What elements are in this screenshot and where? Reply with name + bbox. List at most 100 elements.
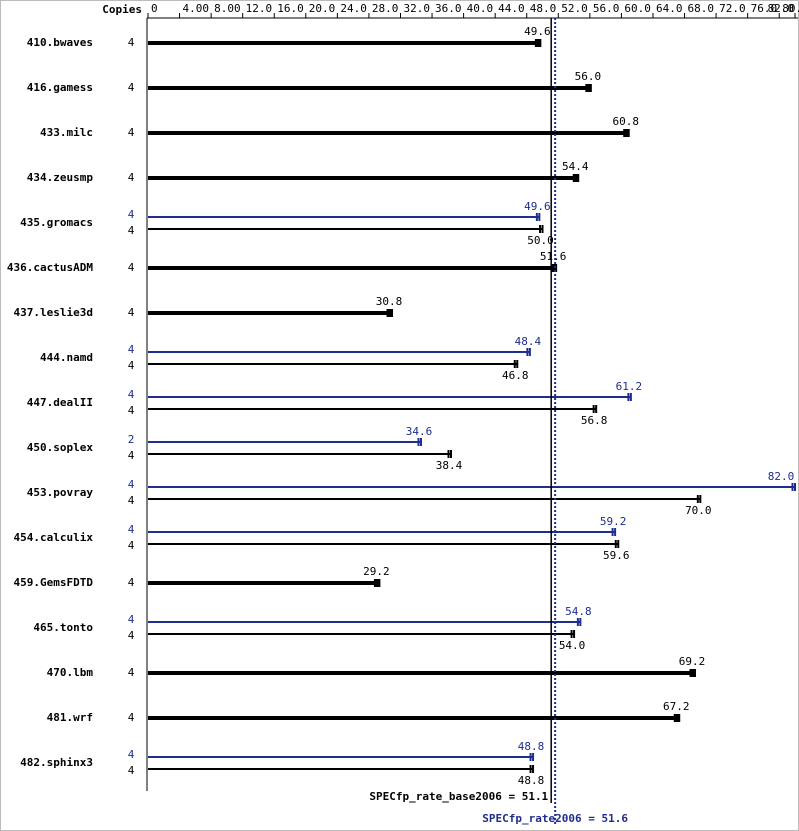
- value-label: 56.0: [575, 70, 602, 83]
- x-tick-label: 36.0: [435, 2, 462, 15]
- bar: [148, 630, 576, 638]
- bar: [148, 213, 541, 221]
- benchmark-name: 459.GemsFDTD: [14, 576, 94, 589]
- copies: 2: [128, 433, 135, 446]
- bar: [148, 540, 620, 548]
- bar: [148, 225, 544, 233]
- x-tick-label: 32.0: [403, 2, 430, 15]
- x-tick-label: 76.0: [751, 2, 778, 15]
- x-tick-label: 80.0: [782, 2, 799, 15]
- benchmark-name: 410.bwaves: [27, 36, 93, 49]
- bar: [148, 348, 531, 356]
- value-label: 61.2: [616, 380, 643, 393]
- value-label: 48.8: [518, 774, 545, 787]
- copies: 4: [128, 404, 135, 417]
- value-label: 38.4: [436, 459, 463, 472]
- benchmark-name: 470.lbm: [47, 666, 94, 679]
- bar: [148, 438, 423, 446]
- reference-label: SPECfp_rate_base2006 = 51.1: [369, 790, 548, 803]
- copies: 4: [128, 576, 135, 589]
- x-tick-label: 40.0: [467, 2, 494, 15]
- copies: 4: [128, 711, 135, 724]
- bar: [148, 495, 702, 503]
- x-tick-label: 52.0: [561, 2, 588, 15]
- benchmark-name: 454.calculix: [14, 531, 94, 544]
- x-tick-label: 56.0: [593, 2, 620, 15]
- bar: [148, 393, 632, 401]
- bar: [148, 360, 519, 368]
- benchmark-name: 435.gromacs: [20, 216, 93, 229]
- benchmark-name: 416.gamess: [27, 81, 93, 94]
- copies: 4: [128, 224, 135, 237]
- copies: 4: [128, 261, 135, 274]
- x-tick-label: 24.0: [340, 2, 367, 15]
- x-tick-label: 28.0: [372, 2, 399, 15]
- value-label: 51.6: [540, 250, 567, 263]
- value-label: 82.0: [768, 470, 795, 483]
- value-label: 56.8: [581, 414, 608, 427]
- copies: 4: [128, 666, 135, 679]
- copies: 4: [128, 478, 135, 491]
- copies: 4: [128, 171, 135, 184]
- reference-label: SPECfp_rate2006 = 51.6: [482, 812, 628, 825]
- benchmark-name: 453.povray: [27, 486, 94, 499]
- benchmark-name: 450.soplex: [27, 441, 94, 454]
- value-label: 48.8: [518, 740, 545, 753]
- x-tick-label: 0: [151, 2, 158, 15]
- bar: [148, 84, 592, 92]
- x-tick-label: 64.0: [656, 2, 683, 15]
- value-label: 59.6: [603, 549, 630, 562]
- value-label: 60.8: [612, 115, 639, 128]
- bar: [148, 483, 796, 491]
- x-tick-label: 44.0: [498, 2, 525, 15]
- copies: 4: [128, 388, 135, 401]
- copies: 4: [128, 126, 135, 139]
- benchmark-name: 433.milc: [40, 126, 93, 139]
- value-label: 49.6: [524, 25, 551, 38]
- benchmark-name: 434.zeusmp: [27, 171, 94, 184]
- bar: [148, 528, 617, 536]
- value-label: 48.4: [515, 335, 542, 348]
- value-label: 46.8: [502, 369, 529, 382]
- x-tick-label: 4.00: [183, 2, 210, 15]
- copies: 4: [128, 36, 135, 49]
- x-tick-label: 20.0: [309, 2, 336, 15]
- bar: [148, 753, 535, 761]
- copies: 4: [128, 494, 135, 507]
- bar: [148, 765, 535, 773]
- benchmark-name: 436.cactusADM: [7, 261, 93, 274]
- value-label: 34.6: [406, 425, 433, 438]
- value-label: 54.8: [565, 605, 592, 618]
- copies: 4: [128, 208, 135, 221]
- bar: [148, 264, 558, 272]
- x-tick-label: 82.0: [768, 2, 795, 15]
- copies: 4: [128, 81, 135, 94]
- copies: 4: [128, 359, 135, 372]
- copies: 4: [128, 764, 135, 777]
- bar: [148, 174, 580, 182]
- x-tick-label: 68.0: [688, 2, 715, 15]
- bar: [148, 714, 681, 722]
- value-label: 70.0: [685, 504, 712, 517]
- copies: 4: [128, 629, 135, 642]
- x-tick-label: 8.00: [214, 2, 241, 15]
- value-label: 54.4: [562, 160, 589, 173]
- benchmark-name: 482.sphinx3: [20, 756, 93, 769]
- value-label: 30.8: [376, 295, 403, 308]
- benchmark-name: 465.tonto: [33, 621, 93, 634]
- copies: 4: [128, 306, 135, 319]
- copies: 4: [128, 748, 135, 761]
- copies: 4: [128, 523, 135, 536]
- x-tick-label: 48.0: [530, 2, 557, 15]
- bar: [148, 309, 394, 317]
- copies: 4: [128, 449, 135, 462]
- value-label: 69.2: [679, 655, 706, 668]
- benchmark-name: 437.leslie3d: [14, 306, 93, 319]
- bar: [148, 669, 697, 677]
- x-tick-label: 12.0: [246, 2, 273, 15]
- benchmark-name: 444.namd: [40, 351, 93, 364]
- value-label: 67.2: [663, 700, 690, 713]
- x-tick-label: 16.0: [277, 2, 304, 15]
